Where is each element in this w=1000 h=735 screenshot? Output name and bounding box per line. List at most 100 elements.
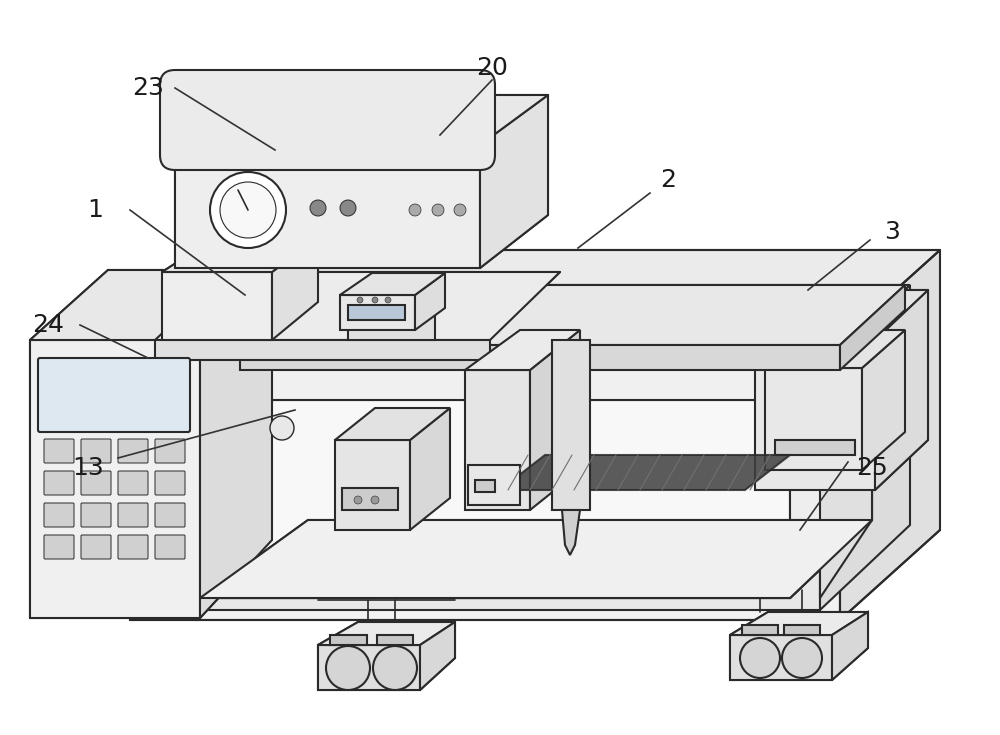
- Circle shape: [220, 182, 276, 238]
- Polygon shape: [240, 285, 905, 345]
- Polygon shape: [155, 272, 560, 340]
- FancyBboxPatch shape: [44, 439, 74, 463]
- Polygon shape: [755, 290, 928, 340]
- Polygon shape: [200, 270, 272, 618]
- Polygon shape: [410, 408, 450, 530]
- Polygon shape: [862, 330, 905, 470]
- Circle shape: [385, 297, 391, 303]
- Polygon shape: [175, 95, 548, 145]
- Polygon shape: [340, 295, 415, 330]
- FancyBboxPatch shape: [81, 439, 111, 463]
- FancyBboxPatch shape: [155, 439, 185, 463]
- Circle shape: [372, 297, 378, 303]
- FancyBboxPatch shape: [81, 535, 111, 559]
- FancyBboxPatch shape: [118, 535, 148, 559]
- Polygon shape: [200, 400, 790, 598]
- Polygon shape: [875, 290, 928, 490]
- Polygon shape: [318, 622, 455, 645]
- Polygon shape: [30, 340, 200, 618]
- Polygon shape: [475, 480, 495, 492]
- Polygon shape: [272, 238, 318, 340]
- FancyBboxPatch shape: [118, 471, 148, 495]
- FancyBboxPatch shape: [118, 439, 148, 463]
- Polygon shape: [552, 340, 590, 510]
- Polygon shape: [165, 370, 820, 610]
- Circle shape: [432, 204, 444, 216]
- FancyBboxPatch shape: [81, 503, 111, 527]
- Polygon shape: [130, 340, 840, 620]
- Polygon shape: [348, 295, 435, 340]
- FancyBboxPatch shape: [44, 535, 74, 559]
- Polygon shape: [342, 488, 398, 510]
- Polygon shape: [318, 645, 420, 690]
- Circle shape: [409, 204, 421, 216]
- Circle shape: [357, 297, 363, 303]
- FancyBboxPatch shape: [155, 535, 185, 559]
- Circle shape: [373, 646, 417, 690]
- Circle shape: [340, 200, 356, 216]
- Polygon shape: [155, 340, 490, 360]
- Circle shape: [310, 200, 326, 216]
- Polygon shape: [562, 510, 580, 555]
- Polygon shape: [200, 520, 872, 598]
- Circle shape: [454, 204, 466, 216]
- Polygon shape: [330, 635, 367, 645]
- Polygon shape: [755, 340, 875, 490]
- FancyBboxPatch shape: [155, 471, 185, 495]
- Polygon shape: [742, 625, 778, 635]
- Polygon shape: [775, 440, 855, 455]
- Polygon shape: [40, 360, 188, 430]
- Polygon shape: [30, 270, 272, 340]
- Circle shape: [371, 496, 379, 504]
- FancyBboxPatch shape: [81, 471, 111, 495]
- Polygon shape: [415, 273, 445, 330]
- Polygon shape: [730, 612, 868, 635]
- FancyBboxPatch shape: [160, 70, 495, 170]
- Circle shape: [210, 172, 286, 248]
- Polygon shape: [420, 622, 455, 690]
- Polygon shape: [200, 322, 872, 400]
- Text: 24: 24: [32, 313, 64, 337]
- Circle shape: [270, 416, 294, 440]
- Polygon shape: [765, 368, 862, 470]
- Text: 25: 25: [856, 456, 888, 480]
- Polygon shape: [480, 95, 548, 268]
- Polygon shape: [730, 635, 832, 680]
- Text: 1: 1: [87, 198, 103, 222]
- Circle shape: [354, 496, 362, 504]
- FancyBboxPatch shape: [38, 358, 190, 432]
- FancyBboxPatch shape: [44, 503, 74, 527]
- Polygon shape: [465, 330, 580, 370]
- Circle shape: [326, 646, 370, 690]
- Polygon shape: [200, 520, 872, 598]
- Polygon shape: [790, 322, 872, 598]
- Polygon shape: [130, 250, 940, 340]
- Polygon shape: [765, 330, 905, 368]
- Polygon shape: [840, 285, 905, 370]
- Text: 20: 20: [476, 56, 508, 80]
- Polygon shape: [468, 465, 520, 505]
- FancyBboxPatch shape: [118, 503, 148, 527]
- Polygon shape: [175, 145, 480, 268]
- Polygon shape: [165, 285, 910, 370]
- Polygon shape: [530, 330, 580, 510]
- Polygon shape: [377, 635, 413, 645]
- Circle shape: [740, 638, 780, 678]
- Polygon shape: [335, 408, 450, 440]
- Polygon shape: [820, 285, 910, 610]
- Polygon shape: [500, 455, 790, 490]
- Polygon shape: [340, 273, 445, 295]
- Polygon shape: [465, 370, 530, 510]
- FancyBboxPatch shape: [44, 471, 74, 495]
- Text: 13: 13: [72, 456, 104, 480]
- Polygon shape: [162, 238, 318, 272]
- Polygon shape: [820, 322, 872, 598]
- Text: 23: 23: [132, 76, 164, 100]
- Circle shape: [782, 638, 822, 678]
- Polygon shape: [832, 612, 868, 680]
- Polygon shape: [240, 345, 840, 370]
- Polygon shape: [784, 625, 820, 635]
- Polygon shape: [162, 272, 272, 340]
- Text: 3: 3: [884, 220, 900, 244]
- Text: 2: 2: [660, 168, 676, 192]
